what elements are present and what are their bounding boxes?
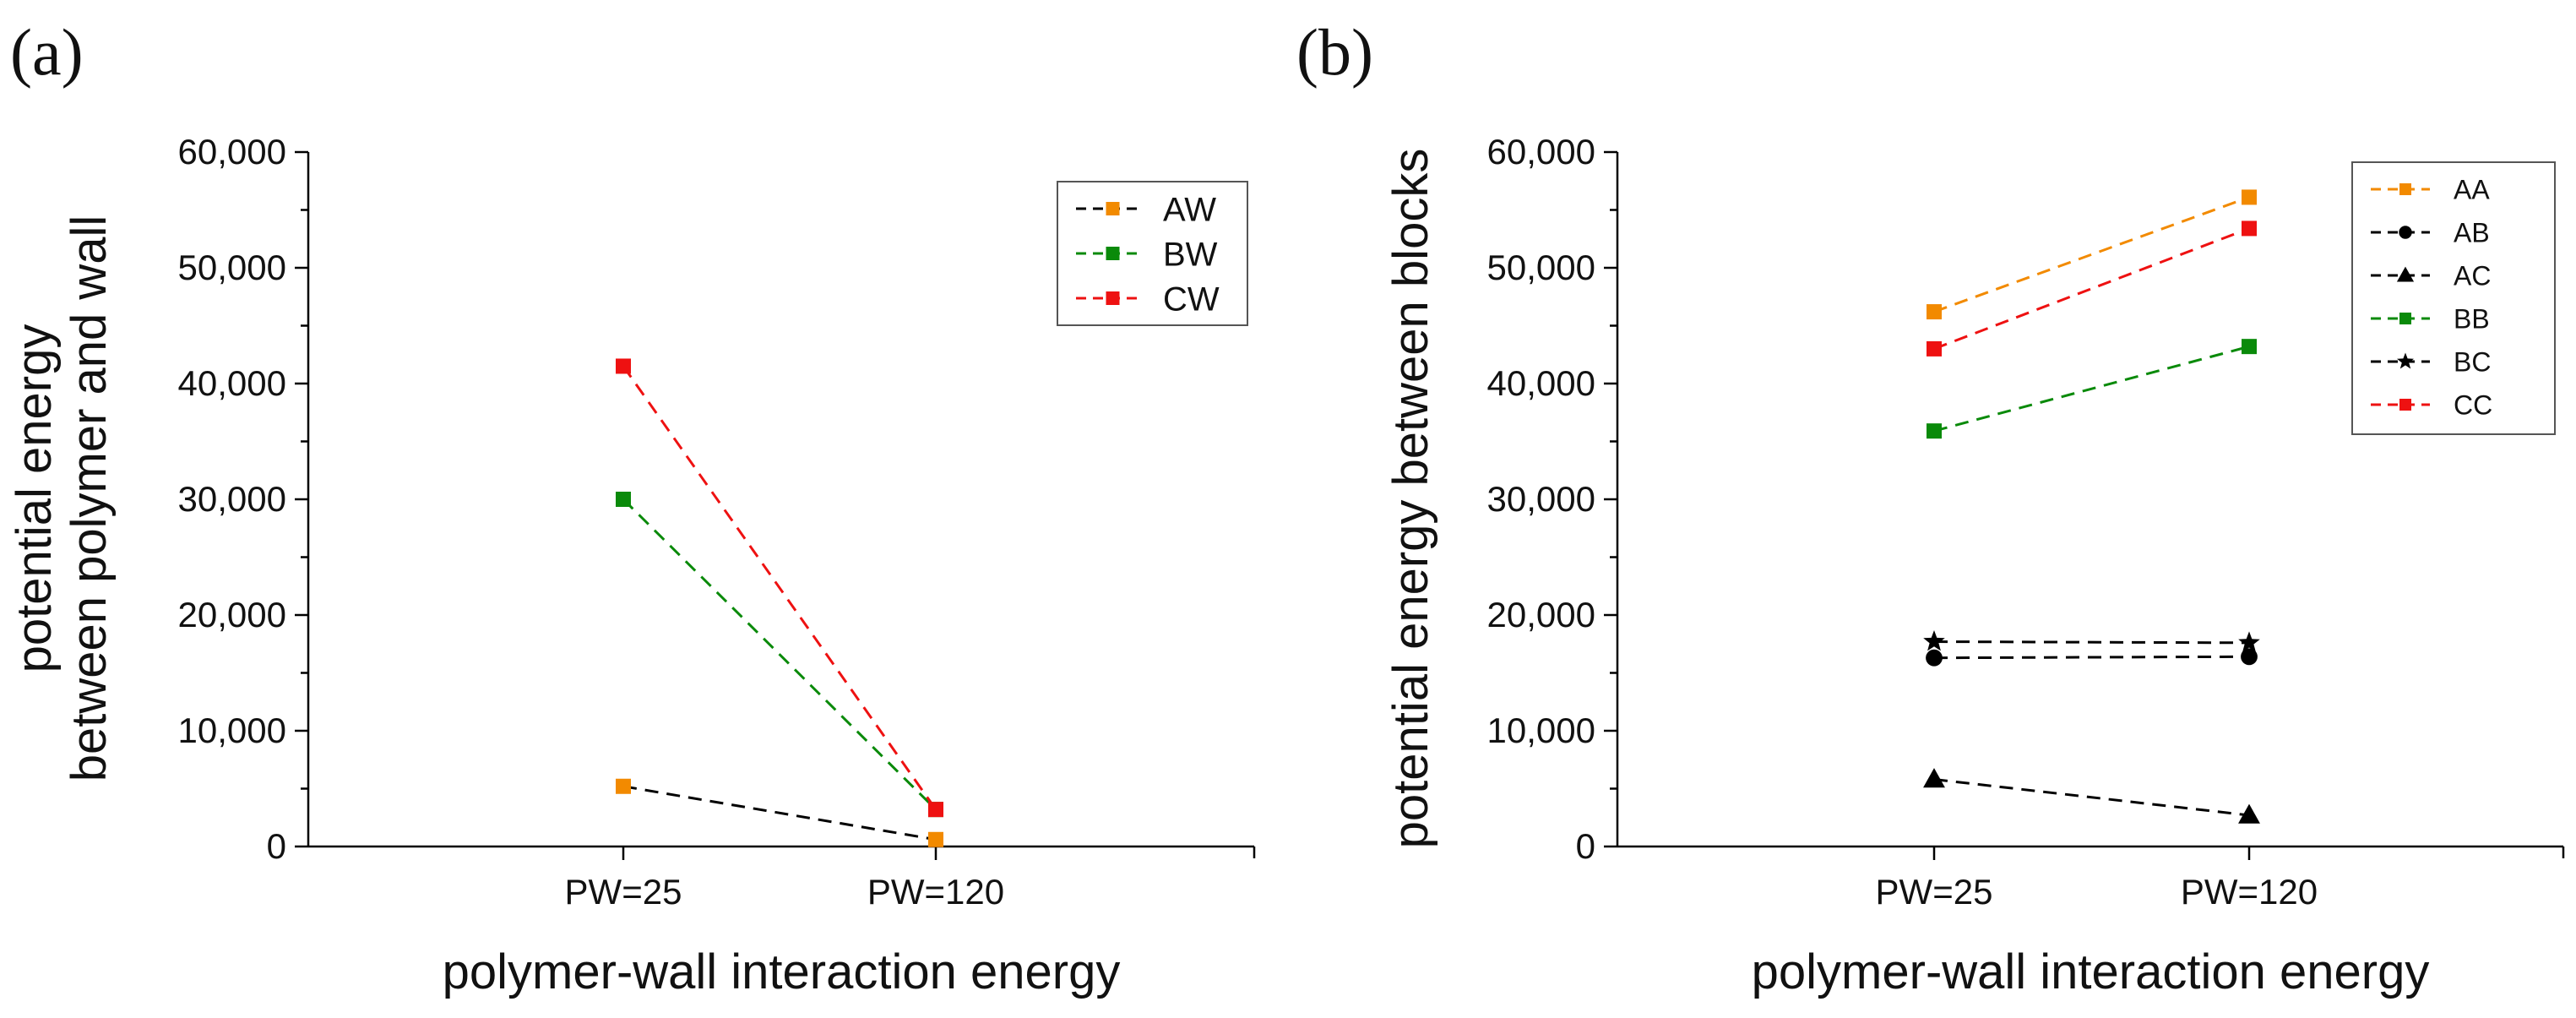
- y-tick-label: 0: [1576, 826, 1595, 866]
- legend-label: AB: [2454, 218, 2490, 248]
- y-tick-label: 50,000: [178, 248, 286, 287]
- legend-marker: [1106, 202, 1120, 215]
- series-line: [1933, 640, 2250, 645]
- data-point: [616, 778, 631, 794]
- legend-item-ab: AB: [2371, 218, 2490, 248]
- data-point: [2242, 189, 2257, 205]
- y-tick-label: 30,000: [178, 479, 286, 519]
- legend-label: AA: [2454, 175, 2490, 205]
- data-point: [928, 802, 943, 818]
- series-bw: [616, 492, 943, 818]
- series-cw: [616, 358, 943, 818]
- legend-label: CC: [2454, 390, 2492, 421]
- y-tick-label: 40,000: [178, 363, 286, 403]
- legend-marker: [2399, 226, 2412, 239]
- data-point: [928, 831, 943, 847]
- data-point: [1923, 630, 1945, 651]
- legend-marker: [2399, 399, 2411, 411]
- series-aa: [1927, 189, 2257, 320]
- series-cc: [1927, 220, 2257, 357]
- legend-marker: [2399, 313, 2411, 324]
- data-point: [1927, 304, 1942, 320]
- data-point: [616, 358, 631, 374]
- series-aw: [616, 778, 943, 847]
- legend-frame: [1057, 181, 1248, 326]
- chart-panel-a: (a) 0 10,000 20,000 30,000 40,000 50,000 60,000…: [7, 15, 1256, 999]
- legend-marker: [2396, 266, 2415, 282]
- legend-item-aw: AW: [1076, 191, 1216, 228]
- legend-marker: [1106, 247, 1120, 260]
- legend-item-bc: BC: [2371, 347, 2491, 378]
- legend-item-cw: CW: [1076, 280, 1220, 318]
- data-point: [2242, 339, 2257, 355]
- y-tick-label: 60,000: [178, 132, 286, 171]
- series-bc: [1923, 630, 2260, 652]
- y-tick-label: 20,000: [1487, 595, 1595, 634]
- legend-frame: [2351, 161, 2556, 435]
- legend-marker: [2397, 352, 2414, 369]
- data-point: [1923, 768, 1945, 788]
- y-tick-label: 20,000: [178, 595, 286, 634]
- chart-panel-b: (b) 0 10,000 20,000 30,000 40,000 50,000 60,000…: [1296, 15, 2565, 999]
- legend-label: AW: [1163, 191, 1216, 228]
- series-line: [1933, 778, 2250, 817]
- legend-item-ac: AC: [2371, 261, 2491, 291]
- y-tick-label: 0: [267, 826, 286, 866]
- x-tick-label: PW=25: [1876, 872, 1993, 912]
- series-line: [622, 785, 937, 841]
- legend-label: BW: [1163, 236, 1218, 273]
- series-line: [622, 498, 937, 811]
- legend-item-aa: AA: [2371, 175, 2490, 205]
- y-tick-label: 10,000: [1487, 710, 1595, 750]
- x-axis-title: polymer-wall interaction energy: [443, 945, 1121, 999]
- x-tick-label: PW=25: [565, 872, 682, 912]
- legend-item-bb: BB: [2371, 304, 2490, 335]
- series-line: [1933, 345, 2250, 433]
- panel-label: (a): [10, 15, 84, 89]
- y-tick-label: 60,000: [1487, 132, 1595, 171]
- x-tick-label: PW=120: [2181, 872, 2318, 912]
- legend-item-bw: BW: [1076, 236, 1218, 273]
- y-axis-title: potential energy: [7, 324, 62, 673]
- y-tick-label: 50,000: [1487, 248, 1595, 287]
- x-tick-label: PW=120: [867, 872, 1004, 912]
- legend: AA AB AC BB BC CC: [2351, 161, 2556, 435]
- panel-label: (b): [1296, 15, 1373, 89]
- series-line: [1933, 196, 2250, 313]
- series-ab: [1926, 648, 2258, 667]
- data-point: [1927, 340, 1942, 357]
- legend: AW BW CW: [1057, 181, 1248, 326]
- series-line: [1933, 655, 2250, 660]
- legend-marker: [1106, 291, 1120, 305]
- legend-label: AC: [2454, 261, 2491, 291]
- legend-label: BB: [2454, 304, 2490, 335]
- legend-label: BC: [2454, 347, 2491, 378]
- series-line: [622, 365, 937, 811]
- series-line: [1933, 227, 2250, 351]
- legend-item-cc: CC: [2371, 390, 2492, 421]
- legend-label: CW: [1163, 280, 1220, 318]
- y-tick-label: 40,000: [1487, 363, 1595, 403]
- y-axis-title: potential energy between blocks: [1383, 149, 1438, 849]
- y-axis-title: between polymer and wall: [62, 215, 117, 782]
- data-point: [2238, 803, 2260, 824]
- series-bb: [1927, 339, 2257, 439]
- data-point: [616, 492, 631, 507]
- series-ac: [1923, 768, 2260, 824]
- legend-marker: [2399, 183, 2411, 195]
- data-point: [2242, 220, 2257, 237]
- data-point: [2241, 648, 2258, 666]
- x-axis-title: polymer-wall interaction energy: [1752, 945, 2430, 999]
- data-point: [1926, 649, 1943, 667]
- data-point: [2238, 631, 2260, 652]
- data-point: [1927, 423, 1942, 439]
- y-tick-label: 30,000: [1487, 479, 1595, 519]
- y-tick-label: 10,000: [178, 710, 286, 750]
